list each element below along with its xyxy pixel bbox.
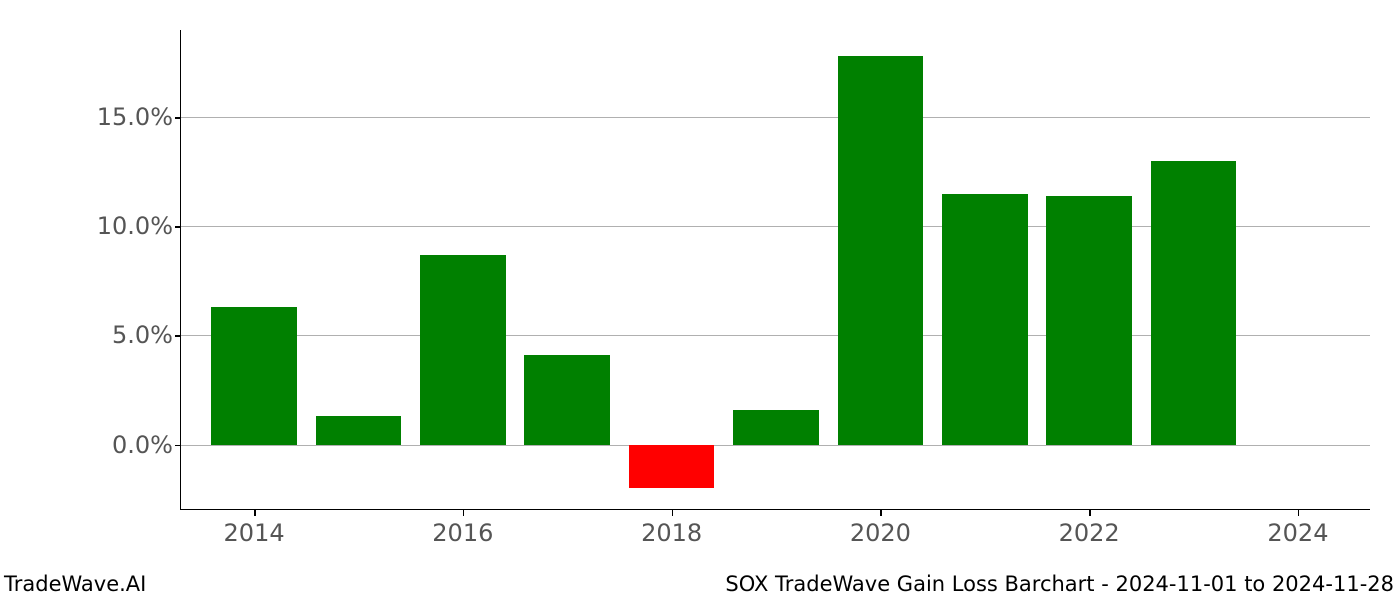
bar xyxy=(1151,161,1237,445)
x-tick-mark xyxy=(672,510,674,516)
x-tick-mark xyxy=(880,510,882,516)
plot-area: 0.0%5.0%10.0%15.0%2014201620182020202220… xyxy=(180,30,1370,510)
y-tick-mark xyxy=(175,445,181,447)
y-tick-mark xyxy=(175,335,181,337)
y-tick-label: 10.0% xyxy=(97,212,181,240)
bar xyxy=(420,255,506,445)
y-tick-label: 0.0% xyxy=(112,431,181,459)
chart-container: 0.0%5.0%10.0%15.0%2014201620182020202220… xyxy=(0,0,1400,600)
y-tick-mark xyxy=(175,226,181,228)
bar xyxy=(211,307,297,444)
bar xyxy=(316,416,402,444)
x-tick-mark xyxy=(463,510,465,516)
x-tick-mark xyxy=(1298,510,1300,516)
x-tick-mark xyxy=(1089,510,1091,516)
bar xyxy=(1046,196,1132,445)
y-tick-label: 5.0% xyxy=(112,321,181,349)
footer-right-text: SOX TradeWave Gain Loss Barchart - 2024-… xyxy=(725,572,1394,596)
footer-left-text: TradeWave.AI xyxy=(4,572,146,596)
bar xyxy=(838,56,924,444)
y-grid-line xyxy=(181,445,1370,446)
y-tick-label: 15.0% xyxy=(97,103,181,131)
bar xyxy=(524,355,610,444)
x-tick-mark xyxy=(254,510,256,516)
y-grid-line xyxy=(181,117,1370,118)
y-tick-mark xyxy=(175,117,181,119)
bar xyxy=(733,410,819,445)
bar xyxy=(629,445,715,489)
bar xyxy=(942,194,1028,445)
